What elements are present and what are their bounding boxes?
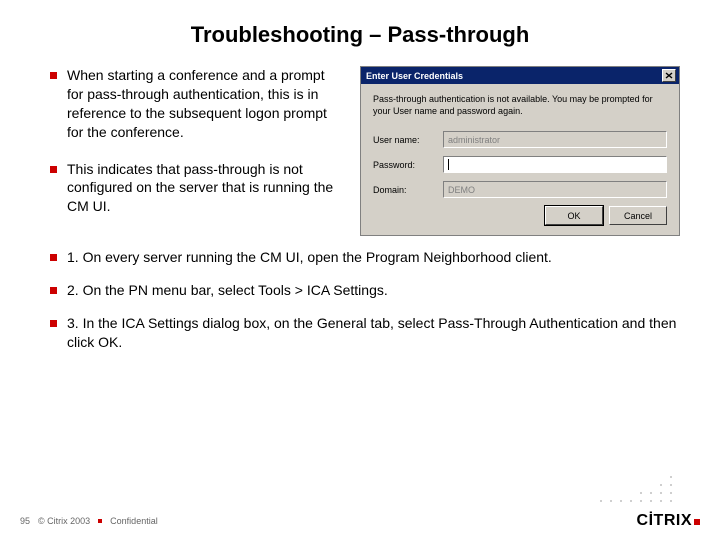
domain-row: Domain: DEMO	[373, 181, 667, 198]
bullet-marker-icon	[50, 72, 57, 79]
slide-number: 95	[20, 516, 30, 526]
footer: 95 © Citrix 2003 Confidential CİTRIX	[20, 512, 700, 530]
confidential-text: Confidential	[110, 516, 158, 526]
ok-button[interactable]: OK	[545, 206, 603, 225]
domain-label: Domain:	[373, 185, 435, 195]
password-row: Password:	[373, 156, 667, 173]
copyright-text: © Citrix 2003	[38, 516, 90, 526]
footer-dot-icon	[98, 519, 102, 523]
cancel-button[interactable]: Cancel	[609, 206, 667, 225]
dialog-titlebar: Enter User Credentials	[361, 67, 679, 84]
dialog-message: Pass-through authentication is not avail…	[373, 94, 667, 117]
decorative-dots-icon	[590, 470, 700, 510]
password-field[interactable]	[443, 156, 667, 173]
lower-bullet-list: 1. On every server running the CM UI, op…	[50, 248, 680, 352]
bullet-item: 2. On the PN menu bar, select Tools > IC…	[50, 281, 680, 300]
dialog-title: Enter User Credentials	[366, 71, 463, 81]
bullet-item: 3. In the ICA Settings dialog box, on th…	[50, 314, 680, 352]
bullet-item: When starting a conference and a prompt …	[50, 66, 344, 142]
credentials-dialog: Enter User Credentials Pass-through auth…	[360, 66, 680, 236]
slide-title: Troubleshooting – Pass-through	[0, 0, 720, 66]
password-label: Password:	[373, 160, 435, 170]
left-bullet-list: When starting a conference and a prompt …	[50, 66, 344, 236]
bullet-text: 3. In the ICA Settings dialog box, on th…	[67, 314, 680, 352]
bullet-marker-icon	[50, 166, 57, 173]
close-button[interactable]	[662, 69, 676, 82]
username-label: User name:	[373, 135, 435, 145]
logo-text: CİTRIX	[637, 512, 692, 529]
citrix-logo: CİTRIX	[637, 512, 700, 530]
bullet-text: This indicates that pass-through is not …	[67, 160, 344, 217]
bullet-item: 1. On every server running the CM UI, op…	[50, 248, 680, 267]
content-area: When starting a conference and a prompt …	[0, 66, 720, 352]
username-row: User name: administrator	[373, 131, 667, 148]
bullet-text: When starting a conference and a prompt …	[67, 66, 344, 142]
username-field[interactable]: administrator	[443, 131, 667, 148]
dialog-body: Pass-through authentication is not avail…	[361, 84, 679, 235]
bullet-marker-icon	[50, 320, 57, 327]
bullet-item: This indicates that pass-through is not …	[50, 160, 344, 217]
bullet-marker-icon	[50, 254, 57, 261]
bullet-text: 2. On the PN menu bar, select Tools > IC…	[67, 281, 388, 300]
logo-dot-icon	[694, 519, 700, 525]
close-icon	[665, 72, 673, 79]
domain-field[interactable]: DEMO	[443, 181, 667, 198]
bullet-text: 1. On every server running the CM UI, op…	[67, 248, 552, 267]
bullet-marker-icon	[50, 287, 57, 294]
